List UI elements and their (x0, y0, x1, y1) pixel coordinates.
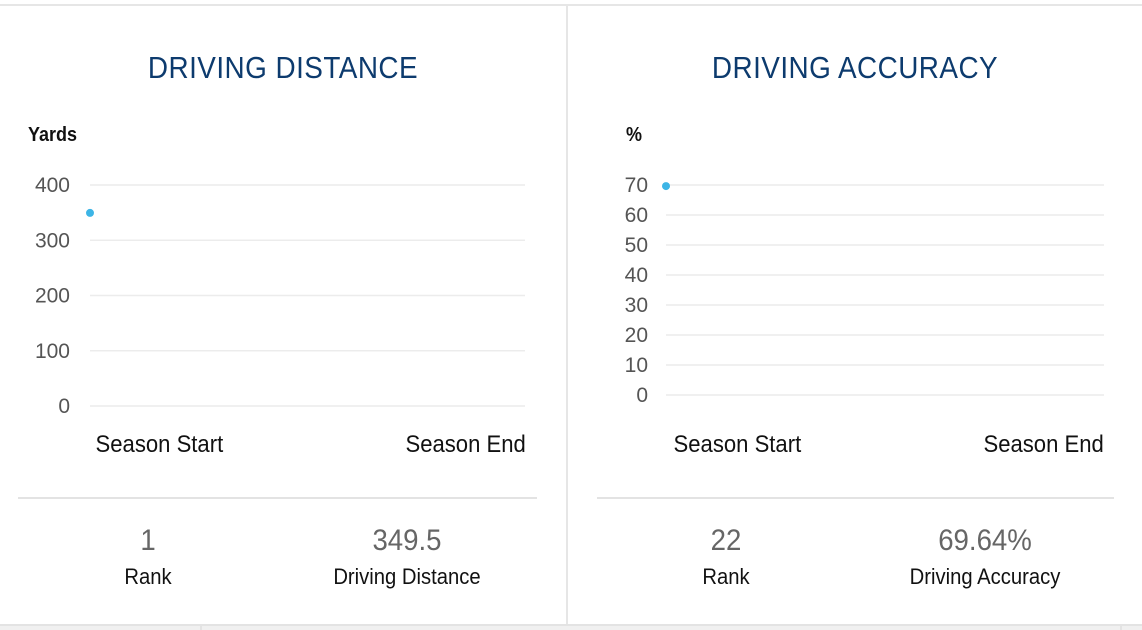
y-tick-label: 100 (35, 340, 70, 363)
y-tick-label: 10 (625, 354, 648, 377)
chart-title: DRIVING ACCURACY (711, 50, 999, 85)
y-tick-label: 400 (35, 174, 70, 197)
driving-distance-panel: DRIVING DISTANCE Yards 400 300 200 100 0 Sea… (0, 6, 566, 624)
bottom-tick (200, 624, 202, 630)
driving-distance-label: Driving Distance (333, 564, 481, 589)
stats-divider (18, 497, 537, 499)
y-tick-label: 30 (625, 294, 648, 317)
y-tick-label: 200 (35, 285, 70, 308)
y-tick-label: 0 (636, 384, 648, 407)
stats-divider (597, 497, 1114, 499)
rank-label: Rank (702, 564, 750, 589)
driving-accuracy-value: 69.64% (938, 524, 1032, 557)
y-tick-label: 60 (625, 204, 648, 227)
driving-distance-plot: 400 300 200 100 0 (35, 174, 525, 418)
y-tick-label: 40 (625, 264, 648, 287)
y-axis-unit: % (626, 124, 643, 146)
driving-distance-stat: 349.5 Driving Distance (282, 524, 532, 590)
rank-label: Rank (124, 564, 172, 589)
driving-distance-value: 349.5 (372, 524, 442, 557)
data-point[interactable] (86, 208, 94, 217)
top-border (0, 4, 1142, 6)
driving-accuracy-label: Driving Accuracy (909, 564, 1061, 589)
x-label-season-start: Season Start (673, 431, 802, 458)
driving-accuracy-plot: 70 60 50 40 30 20 10 0 (625, 174, 1104, 407)
x-label-season-end: Season End (983, 431, 1104, 458)
rank-value: 1 (140, 524, 156, 557)
y-tick-label: 70 (625, 174, 648, 197)
bottom-tick (1120, 624, 1122, 630)
panel-divider (566, 6, 568, 624)
data-point[interactable] (662, 182, 670, 191)
rank-value: 22 (710, 524, 742, 557)
y-tick-label: 0 (58, 395, 70, 418)
driving-accuracy-stat: 69.64% Driving Accuracy (860, 524, 1110, 590)
bottom-border (0, 624, 1142, 630)
rank-stat: 22 Rank (626, 524, 826, 590)
x-label-season-end: Season End (405, 431, 526, 458)
driving-accuracy-panel: DRIVING ACCURACY % 70 60 50 40 30 20 10 0 Seaso… (568, 6, 1142, 624)
y-tick-label: 20 (625, 324, 648, 347)
y-tick-label: 300 (35, 229, 70, 252)
x-label-season-start: Season Start (95, 431, 224, 458)
y-axis-unit: Yards (28, 124, 78, 146)
chart-title: DRIVING DISTANCE (147, 50, 419, 85)
y-tick-label: 50 (625, 234, 648, 257)
rank-stat: 1 Rank (48, 524, 248, 590)
